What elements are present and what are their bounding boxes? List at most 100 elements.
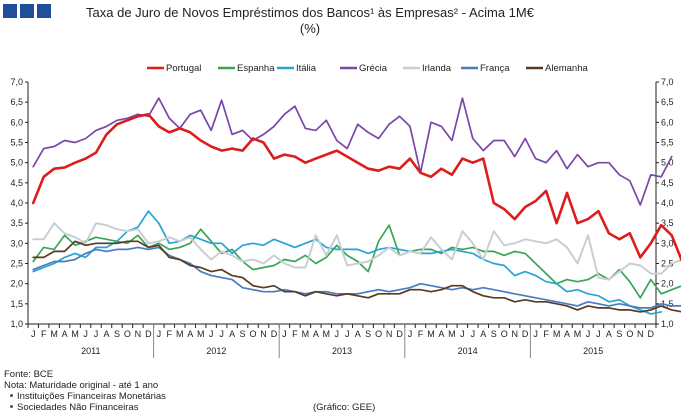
- y-tick-label-left: 4,0: [10, 198, 23, 208]
- legend-label: Irlanda: [422, 63, 452, 74]
- footer-credit: (Gráfico: GEE): [313, 402, 376, 413]
- month-label: F: [292, 329, 298, 339]
- month-label: O: [501, 329, 508, 339]
- y-tick-label-left: 3,0: [10, 238, 23, 248]
- month-label: M: [176, 329, 184, 339]
- month-label: M: [302, 329, 310, 339]
- series-line-grécia: [32, 97, 673, 206]
- month-label: J: [533, 329, 538, 339]
- month-label: M: [574, 329, 582, 339]
- year-label: 2013: [332, 346, 352, 356]
- month-label: S: [616, 329, 622, 339]
- month-label: N: [260, 329, 267, 339]
- series-line-itália: [32, 210, 663, 315]
- month-label: M: [197, 329, 205, 339]
- y-tick-label-left: 2,5: [10, 259, 23, 269]
- month-label: J: [408, 329, 413, 339]
- month-label: J: [345, 329, 350, 339]
- month-label: F: [167, 329, 173, 339]
- month-label: A: [313, 329, 319, 339]
- month-label: A: [355, 329, 361, 339]
- month-label: M: [448, 329, 456, 339]
- month-label: J: [586, 329, 591, 339]
- footer-note-item-1: Instituições Financeiras Monetárias: [4, 391, 166, 402]
- legend-label: Espanha: [237, 63, 275, 74]
- month-label: J: [157, 329, 162, 339]
- legend-label: Alemanha: [545, 63, 588, 74]
- month-label: J: [83, 329, 88, 339]
- month-label: F: [418, 329, 424, 339]
- y-tick-label-right: 3,0: [661, 238, 674, 248]
- month-label: J: [219, 329, 224, 339]
- month-label: A: [606, 329, 612, 339]
- y-tick-label-right: 2,0: [661, 279, 674, 289]
- logo-block: [20, 4, 34, 18]
- month-label: M: [427, 329, 435, 339]
- y-tick-label-right: 1,0: [661, 319, 674, 329]
- month-label: O: [124, 329, 131, 339]
- series-line-alemanha: [32, 240, 681, 313]
- footer-note-item-2: Sociedades Não Financeiras: [4, 402, 138, 413]
- month-label: J: [596, 329, 601, 339]
- footer-note-item-2-text: Sociedades Não Financeiras: [17, 402, 139, 413]
- y-tick-label-left: 2,0: [10, 279, 23, 289]
- month-label: J: [471, 329, 476, 339]
- month-label: D: [145, 329, 152, 339]
- month-label: J: [335, 329, 340, 339]
- footer-source: Fonte: BCE: [4, 369, 54, 380]
- month-label: A: [480, 329, 486, 339]
- month-label: A: [438, 329, 444, 339]
- month-label: D: [522, 329, 529, 339]
- y-tick-label-left: 3,5: [10, 218, 23, 228]
- footer-note-item-1-text: Instituições Financeiras Monetárias: [17, 391, 166, 402]
- year-label: 2015: [583, 346, 603, 356]
- month-label: A: [187, 329, 193, 339]
- month-label: J: [460, 329, 465, 339]
- y-tick-label-right: 3,5: [661, 218, 674, 228]
- month-label: M: [50, 329, 58, 339]
- legend-label: França: [480, 63, 510, 74]
- month-label: M: [323, 329, 331, 339]
- y-tick-label-right: 4,5: [661, 178, 674, 188]
- y-tick-label-left: 6,5: [10, 97, 23, 107]
- y-tick-label-left: 4,5: [10, 178, 23, 188]
- bullet-icon: [10, 405, 13, 408]
- month-label: D: [396, 329, 403, 339]
- month-label: N: [511, 329, 518, 339]
- month-label: J: [282, 329, 287, 339]
- y-tick-label-left: 5,0: [10, 158, 23, 168]
- month-label: A: [229, 329, 235, 339]
- y-tick-label-left: 7,0: [10, 77, 23, 87]
- y-tick-label-right: 1,5: [661, 299, 674, 309]
- year-label: 2014: [458, 346, 478, 356]
- bullet-icon: [10, 394, 13, 397]
- month-label: M: [71, 329, 79, 339]
- y-tick-label-left: 6,0: [10, 117, 23, 127]
- month-label: A: [103, 329, 109, 339]
- month-label: A: [564, 329, 570, 339]
- month-label: J: [209, 329, 214, 339]
- series-line-espanha: [32, 224, 681, 299]
- series-line-irlanda: [32, 222, 681, 281]
- month-label: N: [637, 329, 644, 339]
- month-label: D: [271, 329, 278, 339]
- year-label: 2012: [206, 346, 226, 356]
- month-label: S: [365, 329, 371, 339]
- month-label: S: [240, 329, 246, 339]
- month-label: J: [31, 329, 36, 339]
- month-label: D: [648, 329, 655, 339]
- month-label: N: [386, 329, 393, 339]
- y-tick-label-right: 4,0: [661, 198, 674, 208]
- logo-blocks: [3, 4, 51, 18]
- legend-label: Portugal: [166, 63, 201, 74]
- series-line-portugal: [31, 113, 681, 262]
- y-tick-label-right: 2,5: [661, 259, 674, 269]
- month-label: J: [94, 329, 99, 339]
- series-line-frança: [32, 246, 681, 309]
- month-label: F: [41, 329, 47, 339]
- y-tick-label-right: 6,5: [661, 97, 674, 107]
- month-label: S: [491, 329, 497, 339]
- y-tick-label-right: 6,0: [661, 117, 674, 127]
- month-label: N: [135, 329, 142, 339]
